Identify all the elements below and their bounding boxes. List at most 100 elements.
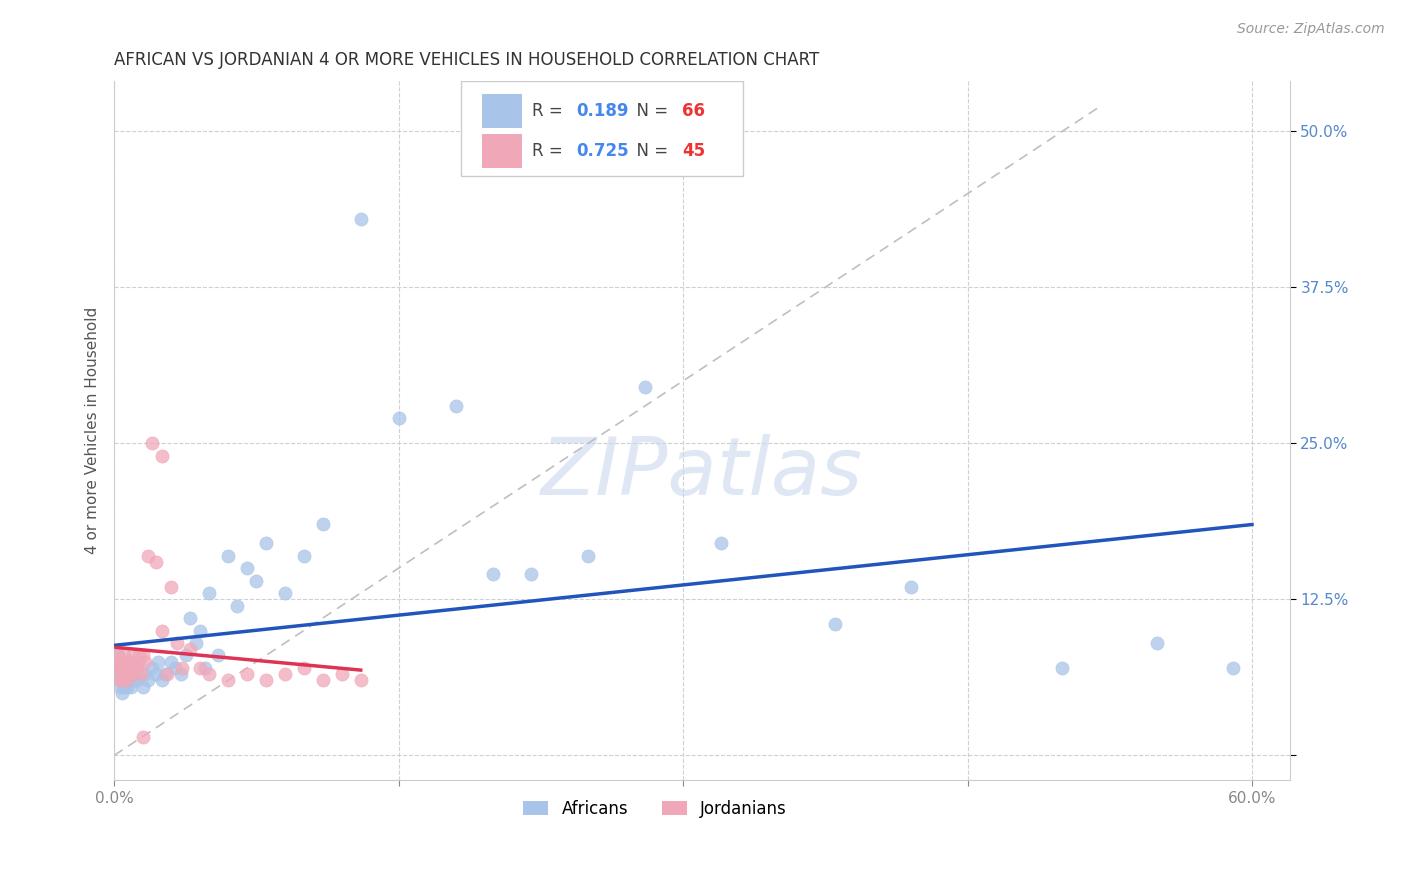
Point bbox=[118, 667, 141, 681]
Point bbox=[107, 667, 129, 681]
Text: N =: N = bbox=[626, 142, 673, 160]
Point bbox=[114, 667, 136, 681]
Point bbox=[112, 648, 135, 663]
Point bbox=[1222, 661, 1244, 675]
Point bbox=[108, 673, 131, 688]
Point bbox=[520, 567, 543, 582]
Point bbox=[330, 667, 353, 681]
Point bbox=[824, 617, 846, 632]
Point bbox=[150, 624, 173, 638]
Point bbox=[254, 536, 277, 550]
Point bbox=[117, 661, 139, 675]
Point bbox=[122, 667, 145, 681]
Point bbox=[111, 655, 134, 669]
Point bbox=[124, 667, 146, 681]
Point bbox=[120, 680, 142, 694]
Point bbox=[194, 661, 217, 675]
Point bbox=[112, 661, 135, 675]
Text: AFRICAN VS JORDANIAN 4 OR MORE VEHICLES IN HOUSEHOLD CORRELATION CHART: AFRICAN VS JORDANIAN 4 OR MORE VEHICLES … bbox=[114, 51, 820, 69]
Point bbox=[131, 680, 153, 694]
Point bbox=[179, 642, 201, 657]
Text: R =: R = bbox=[531, 102, 568, 120]
Point bbox=[108, 680, 131, 694]
FancyBboxPatch shape bbox=[461, 81, 744, 176]
Point bbox=[108, 673, 131, 688]
Text: R =: R = bbox=[531, 142, 568, 160]
Point bbox=[576, 549, 599, 563]
Point bbox=[112, 680, 135, 694]
Point bbox=[122, 648, 145, 663]
Point bbox=[111, 686, 134, 700]
Point bbox=[114, 655, 136, 669]
Point bbox=[900, 580, 922, 594]
Text: 45: 45 bbox=[682, 142, 706, 160]
Point bbox=[188, 661, 211, 675]
Point bbox=[634, 380, 657, 394]
Point bbox=[105, 655, 128, 669]
Point bbox=[150, 449, 173, 463]
Text: Source: ZipAtlas.com: Source: ZipAtlas.com bbox=[1237, 22, 1385, 37]
Point bbox=[145, 667, 167, 681]
Point bbox=[117, 661, 139, 675]
Point bbox=[114, 667, 136, 681]
Point bbox=[112, 661, 135, 675]
Point bbox=[350, 211, 373, 226]
Text: 66: 66 bbox=[682, 102, 704, 120]
Point bbox=[155, 667, 177, 681]
Point bbox=[156, 667, 179, 681]
Point bbox=[1146, 636, 1168, 650]
Point bbox=[129, 667, 152, 681]
Point bbox=[236, 667, 259, 681]
Point bbox=[117, 673, 139, 688]
Point bbox=[236, 561, 259, 575]
Point bbox=[160, 655, 183, 669]
Point bbox=[166, 636, 188, 650]
Point bbox=[388, 411, 411, 425]
Point bbox=[179, 611, 201, 625]
Text: 0.189: 0.189 bbox=[576, 102, 628, 120]
Point bbox=[118, 673, 141, 688]
FancyBboxPatch shape bbox=[482, 94, 522, 128]
Point bbox=[145, 555, 167, 569]
Point bbox=[128, 648, 150, 663]
Point bbox=[184, 636, 207, 650]
Point bbox=[117, 673, 139, 688]
Legend: Africans, Jordanians: Africans, Jordanians bbox=[516, 793, 793, 824]
Point bbox=[172, 661, 194, 675]
Point bbox=[134, 667, 156, 681]
Text: 0.725: 0.725 bbox=[576, 142, 628, 160]
Point bbox=[217, 549, 239, 563]
Point bbox=[312, 517, 335, 532]
FancyBboxPatch shape bbox=[482, 134, 522, 169]
Point bbox=[136, 673, 159, 688]
Point bbox=[312, 673, 335, 688]
Point bbox=[120, 661, 142, 675]
Point bbox=[198, 667, 221, 681]
Point bbox=[482, 567, 505, 582]
Point bbox=[350, 673, 373, 688]
Point bbox=[444, 399, 467, 413]
Point bbox=[226, 599, 249, 613]
Point bbox=[111, 655, 134, 669]
Point bbox=[160, 580, 183, 594]
Point bbox=[292, 661, 315, 675]
Point bbox=[125, 661, 148, 675]
Point bbox=[174, 648, 197, 663]
Point bbox=[134, 655, 156, 669]
Point bbox=[122, 655, 145, 669]
Y-axis label: 4 or more Vehicles in Household: 4 or more Vehicles in Household bbox=[86, 307, 100, 555]
Point bbox=[107, 667, 129, 681]
Point bbox=[141, 661, 163, 675]
Point bbox=[107, 648, 129, 663]
Point bbox=[108, 661, 131, 675]
Point bbox=[128, 655, 150, 669]
Point bbox=[114, 655, 136, 669]
Point bbox=[118, 655, 141, 669]
Point bbox=[117, 680, 139, 694]
Point bbox=[124, 655, 146, 669]
Point bbox=[120, 661, 142, 675]
Point bbox=[122, 673, 145, 688]
Point bbox=[274, 586, 297, 600]
Point bbox=[108, 661, 131, 675]
Point bbox=[245, 574, 267, 588]
